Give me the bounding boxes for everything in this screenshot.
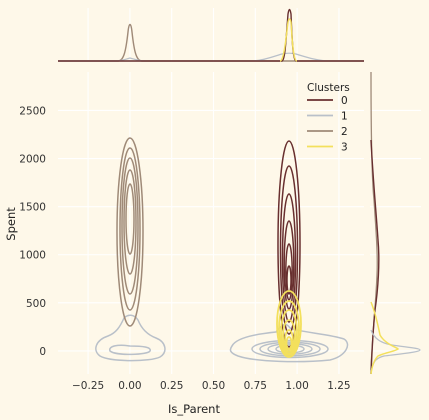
kde-contour xyxy=(283,220,295,310)
marginal-curve-2 xyxy=(58,23,364,62)
plot-area xyxy=(58,72,364,374)
marginal-curve-1 xyxy=(370,329,421,375)
kde-contour xyxy=(119,147,141,311)
kde-contour xyxy=(285,336,293,350)
x-tick-label: 0.00 xyxy=(118,380,141,392)
kde-contour xyxy=(125,183,135,255)
top-marginal-curves xyxy=(58,8,364,62)
legend-label: 1 xyxy=(341,111,348,123)
kde-contour xyxy=(282,319,296,353)
marginal-curve-0 xyxy=(370,139,380,375)
top-marginal-grid xyxy=(87,8,340,62)
x-tick-labels: −0.25 0.00 0.25 0.50 0.75 1.00 1.25 xyxy=(72,380,351,392)
kde-contour xyxy=(277,140,301,348)
kde-contour xyxy=(121,157,139,295)
kde-contour xyxy=(278,300,300,356)
kde-contour xyxy=(229,323,349,363)
right-marginal-curves xyxy=(370,71,421,375)
x-axis-label: Is_Parent xyxy=(168,402,220,416)
kde-contour xyxy=(275,344,305,354)
kde-contour xyxy=(116,137,144,327)
kde-contour xyxy=(285,243,293,301)
legend-label: 3 xyxy=(341,142,348,154)
kde-contour xyxy=(123,169,137,275)
y-tick-labels: 0 500 1000 1500 2000 2500 xyxy=(19,105,46,357)
main-grid xyxy=(58,72,364,374)
y-tick-label: 1500 xyxy=(19,202,46,214)
marginal-curve-3 xyxy=(279,18,298,62)
legend-title: Clusters xyxy=(307,82,350,94)
kde-contour xyxy=(284,329,294,351)
legend-label: 2 xyxy=(341,126,348,138)
kde-contours xyxy=(95,137,349,363)
kde-contour xyxy=(280,309,298,355)
x-tick-label: 0.75 xyxy=(244,380,267,392)
legend-label: 0 xyxy=(341,95,348,107)
kde-contour xyxy=(286,265,292,295)
x-tick-label: 1.25 xyxy=(327,380,350,392)
y-tick-label: 2500 xyxy=(19,105,46,117)
y-tick-label: 1000 xyxy=(19,250,46,262)
x-tick-label: 1.00 xyxy=(285,380,308,392)
y-tick-label: 2000 xyxy=(19,154,46,166)
kde-contour xyxy=(276,290,302,358)
marginal-curve-3 xyxy=(370,301,400,375)
kde-contour xyxy=(95,314,166,362)
kde-contour xyxy=(281,193,297,323)
x-tick-label: 0.50 xyxy=(202,380,225,392)
kde-contour xyxy=(279,165,299,335)
y-axis-label: Spent xyxy=(4,207,18,241)
legend: Clusters 0 1 2 3 xyxy=(307,82,350,154)
y-tick-label: 500 xyxy=(26,298,46,310)
x-tick-label: 0.25 xyxy=(160,380,183,392)
right-marginal-grid xyxy=(370,109,421,352)
x-tick-label: −0.25 xyxy=(72,380,104,392)
kde-contour xyxy=(109,344,151,356)
y-tick-label: 0 xyxy=(39,346,46,358)
marginal-curve-1 xyxy=(58,52,364,62)
